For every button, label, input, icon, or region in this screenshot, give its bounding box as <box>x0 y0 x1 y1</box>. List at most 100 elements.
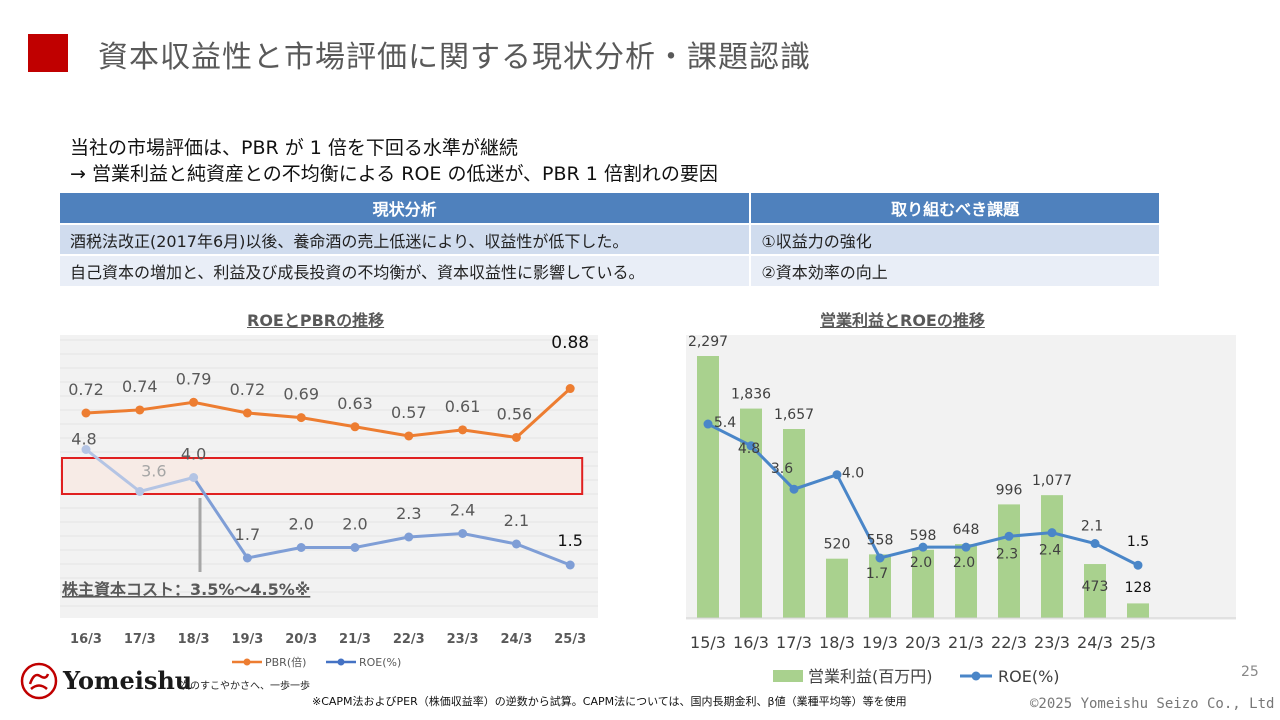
x-tick-label: 20/3 <box>905 633 941 652</box>
x-tick-label: 21/3 <box>339 632 371 647</box>
x-tick-label: 18/3 <box>178 632 210 647</box>
profit-data-label: 1,657 <box>774 407 814 423</box>
x-tick-label: 22/3 <box>991 633 1027 652</box>
roe-point <box>746 441 756 451</box>
logo-text: Yomeishu <box>63 666 193 695</box>
roe-data-label: 1.5 <box>557 531 582 550</box>
x-tick-label: 25/3 <box>1120 633 1156 652</box>
roe-point <box>961 542 971 552</box>
roe-data-label: 2.1 <box>1081 519 1103 535</box>
roe-data-label: 2.3 <box>996 546 1018 562</box>
profit-data-label: 996 <box>996 482 1023 498</box>
legend-pbr-label: PBR(倍) <box>265 655 306 669</box>
profit-data-label: 558 <box>867 532 894 548</box>
lead-line-2: → 営業利益と純資産との不均衡による ROE の低迷が、PBR 1 倍割れの要因 <box>70 163 718 185</box>
roe-data-label: 2.4 <box>450 501 475 520</box>
table-cell: 酒税法改正(2017年6月)以後、養命酒の売上低迷により、収益性が低下した。 <box>60 223 752 255</box>
roe-data-label: 3.6 <box>771 461 793 477</box>
profit-data-label: 520 <box>824 537 851 553</box>
title-accent-block <box>28 34 68 72</box>
page-title: 資本収益性と市場評価に関する現状分析・課題認識 <box>98 40 811 75</box>
roe-point <box>832 470 842 480</box>
pbr-data-label: 0.69 <box>283 385 319 404</box>
roe-data-label: 1.7 <box>235 525 260 544</box>
roe-data-label: 4.0 <box>181 445 206 464</box>
roe-point <box>1090 539 1100 549</box>
profit-bar <box>1127 603 1149 618</box>
table-header-issues: 取り組むべき課題 <box>750 193 1161 224</box>
legend-profit-swatch <box>773 670 803 682</box>
x-tick-label: 16/3 <box>70 632 102 647</box>
pbr-data-label: 0.72 <box>68 380 104 399</box>
roe-data-label: 4.8 <box>738 441 760 457</box>
footnote: ※CAPM法およびPER（株価収益率）の逆数から試算。CAPM法については、国内… <box>312 695 907 708</box>
profit-data-label: 128 <box>1125 580 1152 596</box>
chart-title-roe-pbr: ROEとPBRの推移 <box>247 311 385 330</box>
legend-roe-label: ROE(%) <box>359 656 401 669</box>
profit-data-label: 473 <box>1082 579 1109 595</box>
roe-point <box>918 542 928 552</box>
roe-point <box>703 419 713 429</box>
copyright: ©2025 Yomeishu Seizo Co., Ltd <box>1030 696 1275 712</box>
profit-data-label: 2,297 <box>688 334 728 350</box>
profit-bar <box>869 554 891 618</box>
pbr-point <box>404 431 414 441</box>
roe-data-label: 5.4 <box>714 415 736 431</box>
pbr-data-label: 0.72 <box>230 380 266 399</box>
legend-pbr-marker <box>243 658 251 666</box>
x-tick-label: 24/3 <box>1077 633 1113 652</box>
pbr-point <box>189 397 199 407</box>
x-tick-label: 24/3 <box>500 632 532 647</box>
profit-data-label: 1,836 <box>731 387 771 403</box>
profit-bar <box>998 504 1020 618</box>
pbr-point <box>458 425 468 435</box>
pbr-data-label: 0.57 <box>391 403 427 422</box>
roe-point <box>1133 560 1143 570</box>
roe-data-label: 2.0 <box>910 555 932 571</box>
x-tick-label: 21/3 <box>948 633 984 652</box>
pbr-point <box>242 408 252 418</box>
table-row: 自己資本の増加と、利益及び成長投資の不均衡が、資本収益性に影響している。 ②資本… <box>60 254 1161 286</box>
legend-roe-label: ROE(%) <box>998 667 1060 686</box>
roe-data-label: 4.8 <box>71 430 96 449</box>
roe-data-label: 2.0 <box>953 555 975 571</box>
profit-bar <box>1084 564 1106 618</box>
roe-line <box>192 476 571 567</box>
legend-roe-marker <box>337 658 345 666</box>
roe-data-label: 2.0 <box>288 515 313 534</box>
pbr-data-label: 0.88 <box>551 333 589 353</box>
profit-data-label: 1,077 <box>1032 473 1072 489</box>
roe-point <box>1047 528 1057 538</box>
tagline: 次のすこやかさへ、一歩一歩 <box>180 681 310 692</box>
x-tick-label: 17/3 <box>776 633 812 652</box>
chart-title-profit-roe: 営業利益とROEの推移 <box>820 311 985 330</box>
pbr-point <box>81 408 91 418</box>
roe-point <box>350 543 360 552</box>
pbr-point <box>350 422 360 432</box>
profit-bar <box>697 356 719 618</box>
yomeishu-logo-icon <box>20 662 58 700</box>
roe-point <box>404 532 414 542</box>
pbr-data-label: 0.63 <box>337 394 373 413</box>
table-cell: ②資本効率の向上 <box>750 254 1161 286</box>
x-tick-label: 15/3 <box>690 633 726 652</box>
x-tick-label: 23/3 <box>447 632 479 647</box>
profit-bar <box>955 544 977 618</box>
x-tick-label: 19/3 <box>231 632 263 647</box>
roe-point <box>565 560 575 570</box>
pbr-point <box>565 384 575 394</box>
pbr-point <box>511 432 521 442</box>
pbr-data-label: 0.74 <box>122 377 158 396</box>
pbr-line <box>85 387 572 440</box>
table-cell: 自己資本の増加と、利益及び成長投資の不均衡が、資本収益性に影響している。 <box>60 254 752 286</box>
cost-band-label: 株主資本コスト：3.5%～4.5%※ <box>62 580 310 599</box>
roe-point <box>875 553 885 563</box>
x-tick-label: 19/3 <box>862 633 898 652</box>
profit-data-label: 648 <box>953 522 980 538</box>
pbr-data-label: 0.79 <box>176 369 212 388</box>
roe-data-label: 3.6 <box>141 462 166 481</box>
profit-bar <box>740 408 762 618</box>
roe-data-label: 1.7 <box>866 566 888 582</box>
profit-bar <box>783 428 805 618</box>
